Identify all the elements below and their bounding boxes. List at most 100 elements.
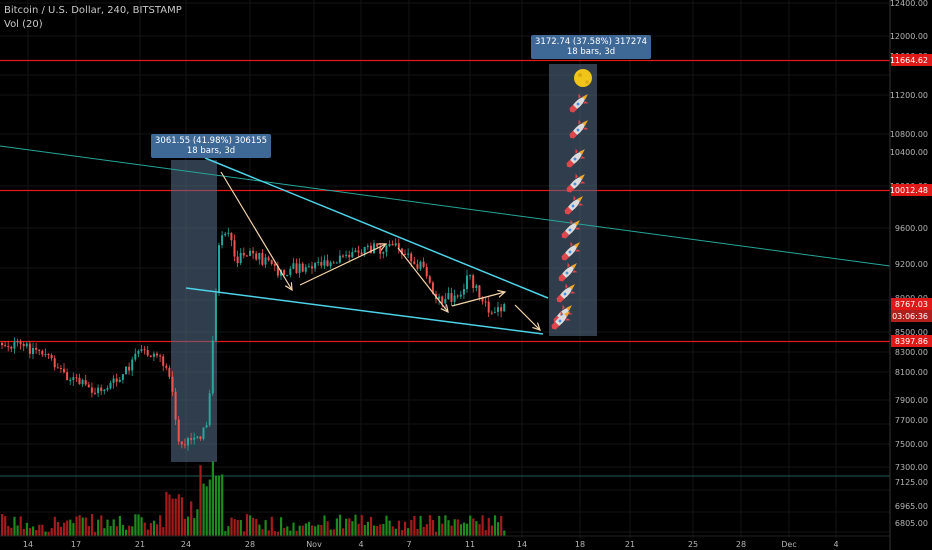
candle-body <box>72 377 75 380</box>
volume-bar <box>255 518 258 536</box>
volume-bar <box>16 525 19 536</box>
candle-body <box>317 262 320 264</box>
candle-body <box>239 252 242 264</box>
candle-body <box>205 425 208 428</box>
time-tick-label: 21 <box>135 540 145 549</box>
candle-body <box>376 243 379 247</box>
volume-bar <box>472 518 475 536</box>
volume-bar <box>190 501 193 536</box>
volume-bar <box>332 529 335 536</box>
price-label-text: 8397.86 <box>895 337 928 346</box>
candle-body <box>233 240 236 257</box>
price-labels: 11664.62 10012.48 8767.03 03:06:36 8397.86 <box>890 54 932 347</box>
chart-legend: Bitcoin / U.S. Dollar, 240, BITSTAMP Vol… <box>4 4 182 32</box>
price-tick-label: 8500.00 <box>895 328 928 337</box>
volume-bar <box>363 525 366 536</box>
candle-body <box>35 348 38 350</box>
candle-body <box>193 437 196 440</box>
time-tick-label: 14 <box>517 540 527 549</box>
volume-bar <box>1 514 4 536</box>
volume-bar <box>335 518 338 536</box>
volume-bar <box>115 526 118 536</box>
candle-body <box>165 365 168 368</box>
volume-bar <box>304 523 307 536</box>
volume-bar <box>298 525 301 536</box>
volume-bar <box>63 522 66 536</box>
time-axis[interactable]: 14 17 21 24 28 Nov 4 7 11 14 18 21 25 28 Dec 4 <box>0 535 890 549</box>
candle-body <box>292 263 295 269</box>
volume-bar <box>168 494 171 536</box>
candle-body <box>388 243 391 246</box>
candle-body <box>208 393 211 426</box>
candle-body <box>180 441 183 445</box>
volume-bar <box>342 528 345 536</box>
volume-bar <box>301 525 304 536</box>
rocket-icon <box>569 119 589 139</box>
candle-body <box>50 354 53 359</box>
candle-body <box>373 243 375 254</box>
volume-bar <box>38 524 41 536</box>
volume-bar <box>149 523 152 536</box>
projection-arrows[interactable] <box>220 171 540 330</box>
candle-body <box>187 438 189 446</box>
candle-body <box>168 367 171 377</box>
measure-tag-right[interactable]: 3172.74 (37.58%) 317274 18 bars, 3d <box>531 35 652 59</box>
volume-bar <box>187 516 190 536</box>
volume-indicator-label[interactable]: Vol (20) <box>4 19 43 30</box>
volume-bar <box>47 531 50 536</box>
volume-bar <box>459 524 462 536</box>
volume-bar <box>252 517 255 536</box>
symbol-title[interactable]: Bitcoin / U.S. Dollar, 240, BITSTAMP <box>4 5 182 16</box>
measure-boxes[interactable] <box>171 64 597 462</box>
chart-grid <box>0 0 890 538</box>
candle-body <box>94 392 96 394</box>
time-tick-label: 28 <box>245 540 255 549</box>
candle-body <box>137 350 140 354</box>
candle-body <box>360 252 363 255</box>
volume-bars <box>1 461 506 536</box>
price-label-text: 10012.48 <box>890 186 928 195</box>
candle-body <box>149 355 152 357</box>
horizontal-levels[interactable] <box>0 59 890 477</box>
volume-bar <box>397 520 400 536</box>
candle-body <box>425 266 428 277</box>
candle-body <box>25 343 28 347</box>
candle-body <box>497 307 499 312</box>
price-label-box <box>891 184 932 196</box>
volume-bar <box>103 528 106 536</box>
rocket-icon <box>566 173 586 193</box>
candle-body <box>190 438 193 440</box>
candle-body <box>459 294 462 297</box>
candle-body <box>19 341 22 344</box>
drawing-tools[interactable] <box>0 145 891 335</box>
projection-arrow <box>299 244 386 286</box>
candle-body <box>394 243 397 246</box>
candle-body <box>286 274 289 276</box>
candle-body <box>255 253 258 260</box>
rocket-icon <box>566 148 586 168</box>
candle-body <box>410 253 413 262</box>
candle-body <box>413 261 416 265</box>
price-axis[interactable]: 12400.0012000.0011600.0011200.0010800.00… <box>889 0 928 550</box>
candle-body <box>230 232 233 241</box>
candle-body <box>121 374 124 380</box>
volume-bar <box>419 515 422 536</box>
volume-bar <box>66 520 69 536</box>
volume-bar <box>475 521 478 536</box>
candle-body <box>103 389 106 392</box>
price-label-text: 03:06:36 <box>892 312 928 321</box>
volume-bar <box>183 518 187 536</box>
volume-bar <box>456 519 459 536</box>
measure-tag-left[interactable]: 3061.55 (41.98%) 306155 18 bars, 3d <box>151 134 272 158</box>
volume-bar <box>292 522 295 536</box>
candle-body <box>13 342 16 349</box>
volume-bar <box>261 529 264 536</box>
volume-bar <box>174 498 177 536</box>
volume-bar <box>453 519 456 536</box>
volume-bar <box>311 525 314 536</box>
candle-body <box>41 350 44 355</box>
candle-body <box>131 359 134 371</box>
candle-body <box>7 346 10 348</box>
volume-bar <box>81 517 84 536</box>
